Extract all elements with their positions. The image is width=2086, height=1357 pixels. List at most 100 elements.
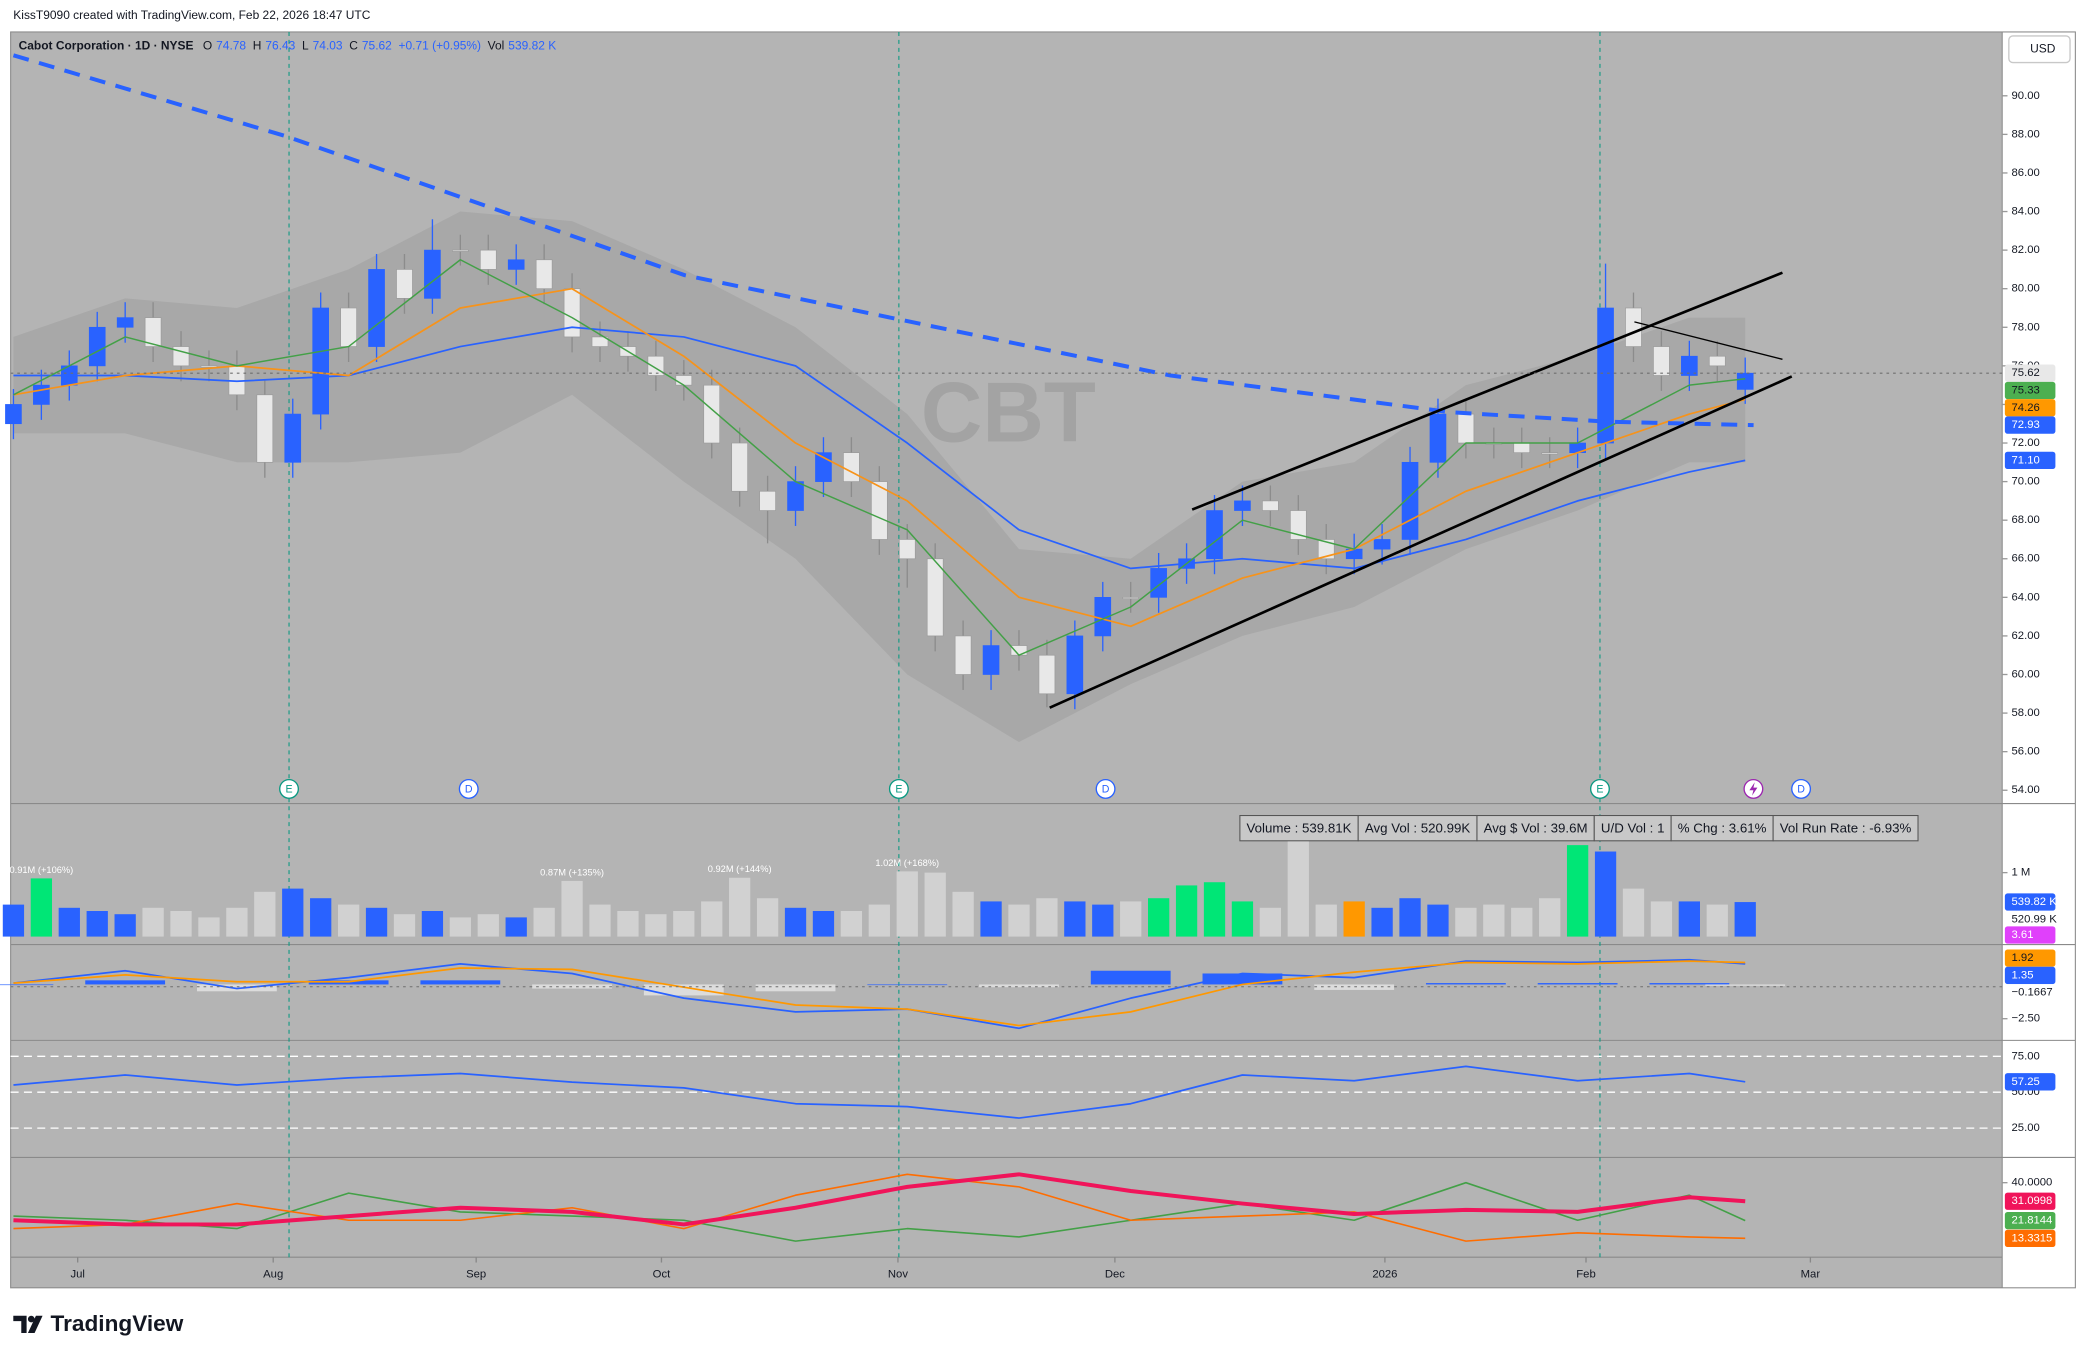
stat-text: Vol Run Rate : -6.93% xyxy=(1780,820,1912,835)
candle-body xyxy=(256,394,274,463)
x-tick-label: Sep xyxy=(466,1268,486,1280)
event-label: D xyxy=(465,783,473,795)
series-line xyxy=(13,1181,1746,1242)
candle-body xyxy=(1066,635,1084,695)
event-marker xyxy=(458,778,479,799)
axis-label: 72.93 xyxy=(2012,419,2040,431)
candle-body xyxy=(1708,355,1726,367)
stat-text: Volume : 539.81K xyxy=(1247,820,1352,835)
currency-box[interactable] xyxy=(2008,35,2071,64)
volume-bar xyxy=(1148,898,1170,937)
candle-body xyxy=(340,307,357,347)
axis-label-bg xyxy=(2004,399,2056,417)
candle-body xyxy=(1736,372,1754,390)
logo-part xyxy=(27,1315,43,1334)
candle-body xyxy=(1038,654,1056,695)
volume-bar xyxy=(198,917,220,937)
candle-body xyxy=(479,249,497,270)
candle-body xyxy=(1289,510,1307,540)
y-tick-label: 78.00 xyxy=(2012,321,2040,333)
event-label: E xyxy=(285,783,292,795)
volume-annotation: 0.87M (+135%) xyxy=(540,867,604,877)
candle-body xyxy=(1457,413,1475,444)
volume-bar xyxy=(1678,901,1700,937)
axis-label-bg xyxy=(2004,381,2056,400)
volume-bar xyxy=(58,907,80,937)
histogram-bar xyxy=(1090,970,1171,985)
candle-body xyxy=(116,317,134,328)
legend-text: 76.43 xyxy=(265,39,295,53)
volume-bar xyxy=(868,904,890,937)
volume-bar xyxy=(1092,904,1114,937)
volume-bar xyxy=(282,888,304,937)
histogram-bar xyxy=(85,980,166,985)
candle-body xyxy=(424,249,441,299)
candle-body xyxy=(172,346,190,367)
volume-bar xyxy=(784,907,807,937)
axis-label: 74.26 xyxy=(2012,402,2040,414)
axis-label: 31.0998 xyxy=(2012,1195,2053,1207)
candle-body xyxy=(843,452,860,482)
y-tick-label: 66.00 xyxy=(2012,553,2040,565)
brand: TradingView xyxy=(51,1311,184,1336)
candle-body xyxy=(1234,500,1251,511)
axis-label-bg xyxy=(2004,910,2056,929)
volume-bar xyxy=(1315,904,1337,937)
legend-text: Cabot Corporation · 1D · NYSE xyxy=(19,39,194,53)
volume-bar xyxy=(449,917,471,937)
legend-text: L xyxy=(302,39,309,53)
axis-label: 13.3315 xyxy=(2012,1232,2053,1244)
histogram-bar xyxy=(532,984,612,989)
pane-separators xyxy=(10,803,2076,1258)
y-tick-label: 58.00 xyxy=(2012,707,2040,719)
stat-box xyxy=(1772,814,1919,842)
legend-text: 539.82 K xyxy=(508,39,556,53)
volume-bar xyxy=(30,878,53,937)
volume-bar xyxy=(533,907,555,937)
candle-body xyxy=(1541,452,1559,455)
credit: KissT9090 created with TradingView.com, … xyxy=(13,8,370,22)
candle-body xyxy=(787,481,804,511)
x-tick-label: Feb xyxy=(1576,1268,1595,1280)
volume-bar xyxy=(1455,907,1477,937)
series-line xyxy=(13,1172,1746,1227)
currency[interactable]: USD xyxy=(2030,41,2056,55)
y-tick-label: 1 M xyxy=(2012,867,2031,879)
candle-body xyxy=(88,326,106,367)
volume-bar xyxy=(337,904,360,937)
event-label: D xyxy=(1797,783,1805,795)
volume-bar xyxy=(840,911,863,937)
candle-body xyxy=(368,269,385,347)
volume-bar xyxy=(1706,904,1728,937)
volume-bar xyxy=(756,898,779,937)
axis-label: 21.8144 xyxy=(2012,1215,2053,1227)
volume-bar xyxy=(421,911,444,937)
series-line xyxy=(1191,271,1783,511)
logo-part xyxy=(13,1315,27,1334)
axis-label: 1.35 xyxy=(2012,969,2034,981)
candle-body xyxy=(591,336,609,347)
y-tick-label: 62.00 xyxy=(2012,630,2040,642)
series-line xyxy=(13,1065,1746,1119)
stat-box xyxy=(1357,814,1478,842)
volume-bar xyxy=(1064,901,1086,937)
series-line xyxy=(1049,375,1793,709)
volume-bar xyxy=(365,907,388,937)
volume-annotation: 0.92M (+144%) xyxy=(708,864,772,874)
candle-body xyxy=(33,384,50,405)
volume-bar xyxy=(2,904,25,937)
volume-annotation: 0.91M (+106%) xyxy=(9,865,73,875)
event-marker xyxy=(1095,778,1116,799)
x-tick-label: Jul xyxy=(70,1268,84,1280)
candle-body xyxy=(731,442,748,492)
volume-bar xyxy=(142,907,164,937)
event-marker xyxy=(1791,778,1812,799)
candle-body xyxy=(703,384,721,444)
volume-bar xyxy=(1343,901,1365,937)
volume-bar xyxy=(1427,904,1449,937)
volume-bar xyxy=(1120,901,1142,937)
legend-text: 74.03 xyxy=(313,39,343,53)
axis-label: −0.1667 xyxy=(2012,987,2053,999)
histogram-bar xyxy=(643,984,724,996)
